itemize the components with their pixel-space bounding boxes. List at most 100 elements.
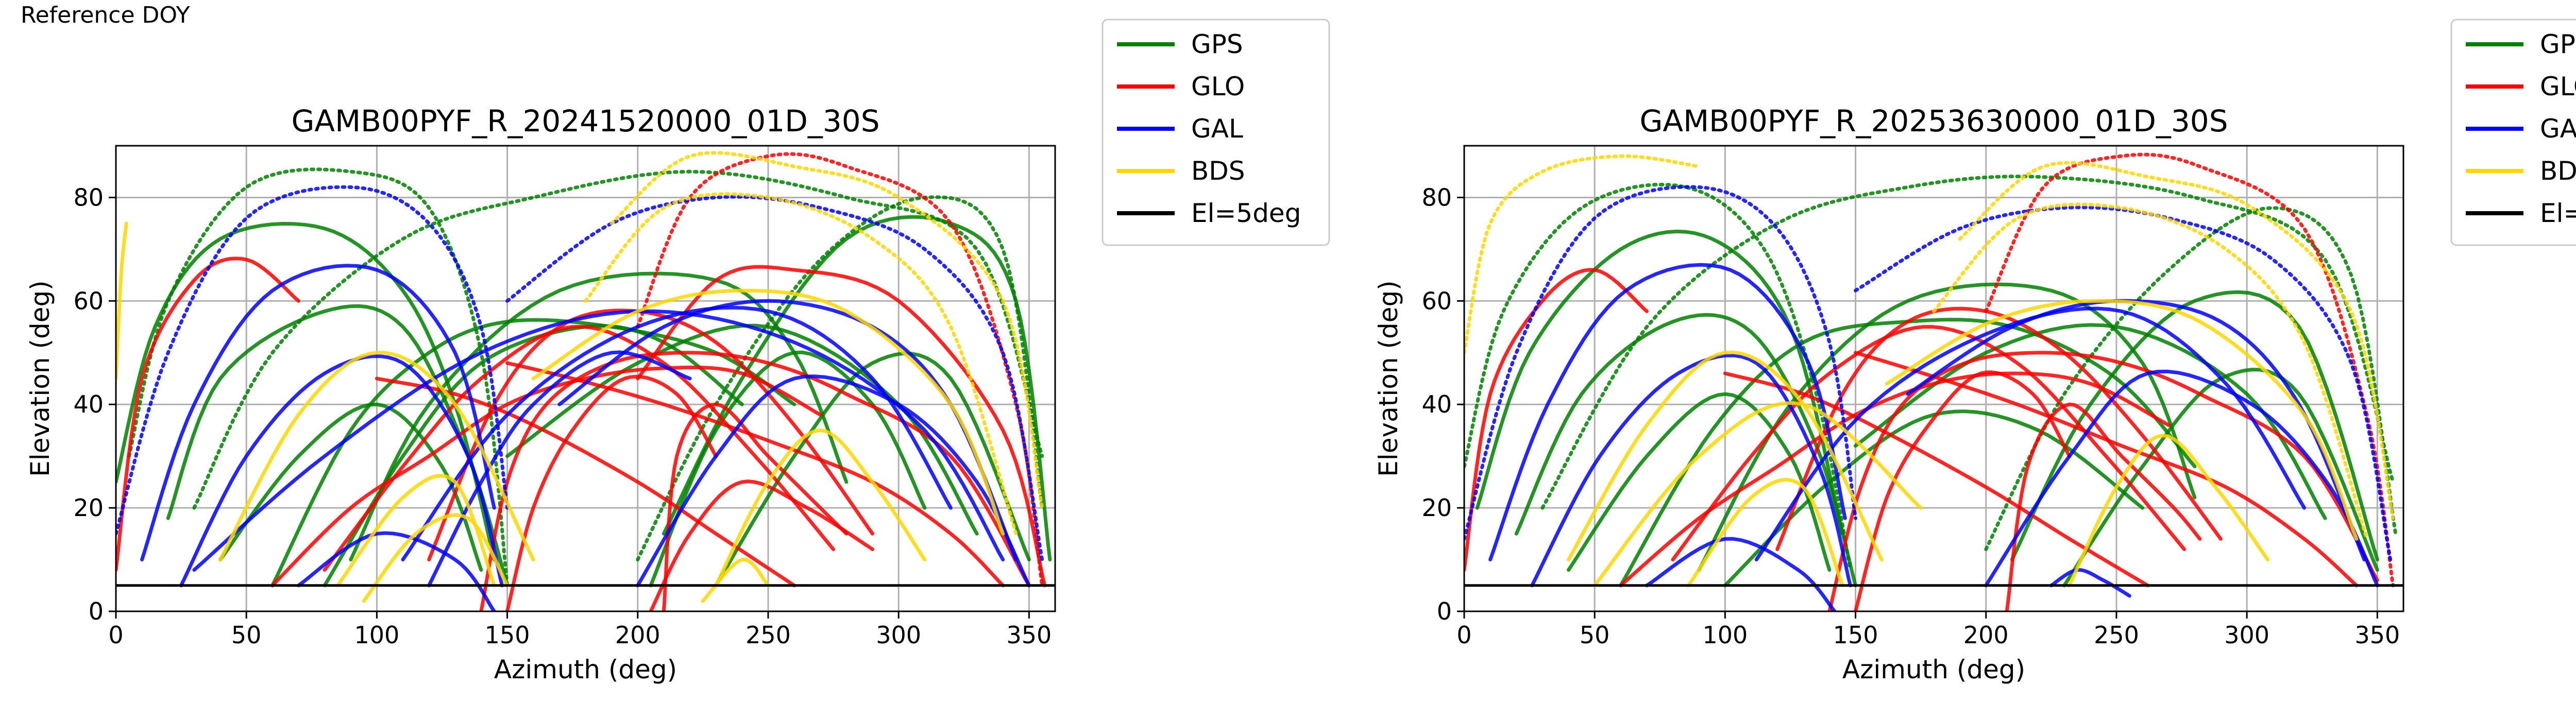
track-glo — [116, 256, 300, 572]
legend-box — [1101, 19, 1330, 246]
chart-title: GAMB00PYF_R_20241520000_01D_30S — [291, 104, 879, 139]
y-tick-label: 60 — [73, 287, 104, 315]
legend: GPS GLO GAL BDS El=5deg — [1101, 19, 1330, 246]
track-bds — [1932, 202, 2369, 541]
legend: GPS GLO GAL BDS El=5deg — [2450, 19, 2576, 246]
track-gal — [116, 185, 510, 536]
track-glo — [1854, 351, 2359, 588]
track-gal — [1645, 537, 1837, 611]
track-bds — [714, 428, 927, 588]
axes-frame — [115, 145, 1056, 612]
y-tick-label: 0 — [89, 597, 104, 625]
legend-label: BDS — [2540, 156, 2576, 186]
track-glo — [649, 479, 874, 611]
legend-label: BDS — [1191, 156, 1245, 186]
chart-panel-1: 0 50 100 150 200 250 300 350 0 20 40 60 80 GAMB00PYF_… — [25, 19, 1330, 684]
track-gps — [505, 323, 979, 536]
y-tick-label: 20 — [73, 494, 104, 522]
x-tick-label: 250 — [2094, 621, 2139, 649]
y-tick-label: 80 — [73, 183, 104, 211]
x-tick-label: 350 — [2354, 621, 2400, 649]
track-gps — [349, 271, 849, 562]
track-bds — [335, 473, 496, 588]
legend-label: GAL — [2540, 114, 2576, 144]
legend-box — [2450, 19, 2576, 246]
track-bds — [1592, 401, 1923, 588]
x-tick-label: 50 — [231, 621, 262, 649]
x-tick-label: 300 — [2224, 621, 2269, 649]
track-glo — [1671, 325, 2187, 562]
track-gal — [1984, 369, 2379, 588]
track-bds — [218, 351, 535, 562]
legend-label: GPS — [2540, 29, 2576, 59]
satellite-tracks — [1464, 152, 2398, 611]
track-gal — [427, 350, 692, 588]
track-glo — [505, 374, 718, 611]
chart-title: GAMB00PYF_R_20253630000_01D_30S — [1639, 104, 2228, 139]
track-glo — [375, 376, 796, 588]
y-tick-label: 40 — [73, 390, 104, 418]
track-gal — [297, 531, 496, 611]
x-tick-label: 150 — [485, 621, 530, 649]
legend-label: GPS — [1191, 29, 1243, 59]
track-bds — [701, 557, 770, 603]
legend-label: GLO — [2540, 72, 2576, 101]
track-glo — [1827, 351, 2379, 611]
legend-label: GAL — [1191, 114, 1243, 144]
legend-label: GLO — [1191, 72, 1245, 101]
track-bds — [609, 151, 1044, 510]
axes-frame — [1463, 145, 2404, 612]
x-tick-label: 200 — [1963, 621, 2009, 649]
track-bds — [1958, 161, 2395, 520]
y-tick-label: 80 — [1421, 183, 1452, 211]
x-tick-label: 250 — [745, 621, 791, 649]
track-gps — [1514, 313, 1858, 588]
track-glo — [1464, 268, 1649, 572]
track-bds — [362, 513, 510, 603]
track-gps — [218, 402, 483, 572]
track-gps — [192, 169, 1044, 510]
track-gal — [1488, 263, 1847, 562]
track-glo — [479, 351, 1031, 611]
track-gal — [1530, 353, 1852, 588]
track-bds — [1687, 477, 1844, 588]
track-bds — [2067, 433, 2270, 588]
track-gps — [1567, 392, 1832, 572]
track-glo — [1984, 152, 2395, 588]
y-tick-label: 0 — [1437, 597, 1452, 625]
track-bds — [584, 192, 1018, 536]
x-tick-label: 200 — [615, 621, 660, 649]
track-glo — [1854, 370, 2072, 611]
track-gps — [1475, 229, 1844, 536]
track-gps — [714, 351, 1031, 588]
x-tick-label: 300 — [876, 621, 921, 649]
y-axis-label: Elevation (deg) — [25, 280, 55, 476]
track-bds — [1567, 350, 1884, 562]
reference-doy-label: Reference DOY — [21, 2, 190, 28]
track-bds — [116, 221, 128, 381]
track-gal — [140, 264, 496, 562]
track-glo — [323, 324, 836, 572]
x-tick-label: 150 — [1833, 621, 1878, 649]
x-axis-label: Azimuth (deg) — [1842, 655, 2025, 684]
y-tick-label: 40 — [1421, 390, 1452, 418]
track-gps — [323, 324, 744, 588]
y-tick-label: 20 — [1421, 494, 1452, 522]
x-axis-label: Azimuth (deg) — [494, 655, 677, 684]
x-tick-label: 0 — [1456, 621, 1471, 649]
track-gal — [2049, 568, 2131, 598]
track-gps — [1540, 175, 2395, 510]
x-tick-label: 350 — [1006, 621, 1052, 649]
x-tick-label: 100 — [1702, 621, 1748, 649]
x-tick-label: 50 — [1580, 621, 1610, 649]
track-gal — [636, 374, 1031, 588]
track-bds — [1464, 154, 1701, 355]
track-gal — [1754, 306, 2307, 562]
track-bds — [531, 288, 1005, 536]
satellite-tracks — [116, 151, 1052, 611]
legend-label: El=5deg — [1191, 198, 1301, 228]
track-gal — [1464, 185, 1858, 541]
track-glo — [270, 365, 822, 588]
y-axis-label: Elevation (deg) — [1374, 280, 1403, 476]
